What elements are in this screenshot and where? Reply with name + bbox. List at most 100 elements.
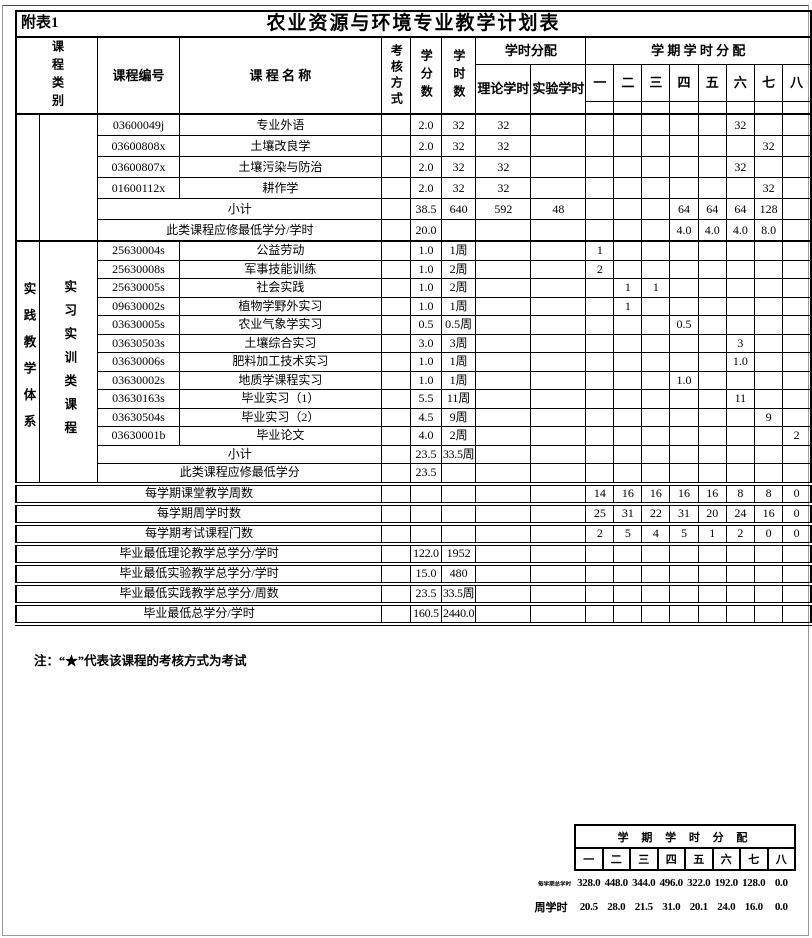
semester-hours-cell: [782, 240, 812, 261]
summary-label-cell: 每学期课堂教学周数: [15, 481, 383, 504]
mini-value-row: 每学期总学时 328.0 448.0 344.0 496.0 322.0 192.0 128.…: [527, 870, 795, 895]
mini-value-cell: 322.0: [687, 877, 711, 889]
semester-hours-cell: [613, 240, 643, 261]
experiment-hours-cell: [530, 389, 587, 409]
semester-hours-cell: [641, 113, 671, 136]
minimum-label-cell: 此类课程应修最低学分/学时: [97, 219, 383, 242]
appendix-label: 附表1: [21, 15, 59, 32]
experiment-hours-cell: [530, 561, 587, 584]
semester-value-cell: [725, 561, 755, 584]
theory-hours-cell: [475, 463, 532, 484]
summary-row: 每学期周学时数 25 31 22 31 20 24 16 0: [15, 501, 812, 524]
semester-hours-cell: [669, 156, 699, 178]
hours-cell: 33.5周: [440, 444, 477, 464]
course-name-cell: 毕业实习（1）: [178, 389, 383, 409]
category-a-cell: 实践教学体系: [21, 282, 36, 442]
semester-value-cell: 8: [725, 481, 755, 504]
semester-hours-cell: [585, 156, 615, 178]
semester-hours-cell: [613, 444, 643, 464]
semester-summary-mini-table: 学 期 学 时 分 配 一二三四五六七八 每学期总学时 328.0 448.0 344…: [527, 824, 796, 919]
semester-hours-cell: 1: [641, 278, 671, 298]
mini-value-cell: 0.0: [774, 877, 788, 889]
semester-hours-cell: [613, 198, 643, 220]
theory-hours-cell: [475, 352, 532, 372]
assessment-cell: [381, 240, 412, 261]
summary-row: 毕业最低总学分/学时 160.5 2440.0: [15, 601, 812, 624]
summary-label-cell: 每学期周学时数: [15, 501, 383, 524]
course-code-cell: 03630006s: [97, 352, 180, 372]
semester-value-cell: [641, 541, 671, 564]
semester-value-cell: [697, 601, 727, 624]
course-name-cell: 植物学野外实习: [178, 296, 383, 316]
assessment-cell: [381, 296, 412, 316]
semester-value-cell: 16: [669, 481, 699, 504]
hours-cell: 640: [440, 198, 477, 220]
semester-value-cell: [641, 561, 671, 584]
experiment-hours-cell: [530, 407, 587, 427]
hours-cell: 3周: [440, 333, 477, 353]
semester-hours-cell: [641, 156, 671, 178]
semester-value-cell: [753, 561, 784, 584]
semester-subheader-cell: [641, 101, 671, 115]
semester-hours-cell: [641, 426, 671, 446]
hours-cell: 32: [440, 135, 477, 157]
semester-header-cell: 七: [753, 64, 784, 102]
theory-hours-cell: [475, 333, 532, 353]
semester-hours-cell: [697, 135, 727, 157]
theory-hours-cell: [475, 541, 532, 564]
semester-value-cell: [725, 601, 755, 624]
credits-header-cell: 学分数: [410, 36, 442, 115]
semester-hours-cell: [753, 463, 784, 484]
semester-hours-cell: [641, 389, 671, 409]
semester-hours-cell: [613, 177, 643, 199]
semester-hours-cell: [782, 113, 812, 136]
semester-hours-cell: 1: [585, 240, 615, 261]
semester-value-cell: [613, 561, 643, 584]
semester-value-cell: [641, 581, 671, 604]
mini-value-cell: 21.5: [634, 901, 653, 913]
hours-cell: [440, 463, 477, 484]
theory-hours-cell: [475, 521, 532, 544]
semester-hours-cell: [782, 463, 812, 484]
semester-hours-cell: [697, 370, 727, 390]
semester-hours-cell: [725, 463, 755, 484]
semester-header-cell: 五: [697, 64, 727, 102]
semester-hours-cell: [782, 135, 812, 157]
course-name-cell: 土壤综合实习: [178, 333, 383, 353]
semester-hours-cell: [782, 296, 812, 316]
experiment-hours-cell: 48: [530, 198, 587, 220]
semester-hours-cell: [669, 444, 699, 464]
semester-value-cell: 2: [585, 521, 615, 544]
semester-hours-cell: [697, 156, 727, 178]
mini-semester-header-cell: 二: [601, 847, 631, 871]
theory-hours-cell: [475, 407, 532, 427]
semester-value-cell: 14: [585, 481, 615, 504]
semester-hours-cell: [585, 177, 615, 199]
semester-hours-cell: 32: [753, 177, 784, 199]
semester-hours-cell: [753, 240, 784, 261]
semester-subheader-cell: [782, 101, 812, 115]
mini-title: 学 期 学 时 分 配: [574, 824, 796, 849]
footnote: 注：“★”代表该课程的考核方式为考试: [34, 654, 247, 668]
semester-hours-cell: [697, 240, 727, 261]
credits-cell: 1.0: [410, 370, 442, 390]
course-name-cell: 肥料加工技术实习: [178, 352, 383, 372]
assessment-cell: [381, 407, 412, 427]
semester-value-cell: 0: [782, 521, 812, 544]
assessment-cell: [381, 481, 412, 504]
course-name-cell: 土壤改良学: [178, 135, 383, 157]
theory-hours-header: 理论学时: [475, 64, 532, 115]
course-row: 实践教学体系 实习实训类课程 25630004s 公益劳动 1.0 1周 1: [15, 240, 812, 484]
credits-cell: 3.0: [410, 333, 442, 353]
credits-cell: 2.0: [410, 135, 442, 157]
header-row-2: 理论学时 实验学时 一二三四五六七八: [16, 64, 812, 115]
hours-cell: 9周: [440, 407, 477, 427]
hours-cell: [440, 521, 477, 544]
category-a-cell: 实践教学体系: [15, 240, 40, 484]
semester-value-cell: [669, 601, 699, 624]
experiment-hours-cell: [530, 426, 587, 446]
course-code-cell: 03600808x: [97, 135, 180, 157]
course-row: 03600807x 土壤污染与防治 2.0 32 32 32: [16, 156, 812, 178]
semester-hours-cell: [782, 444, 812, 464]
table-title-row: 附表1 农业资源与环境专业教学计划表: [16, 11, 811, 37]
